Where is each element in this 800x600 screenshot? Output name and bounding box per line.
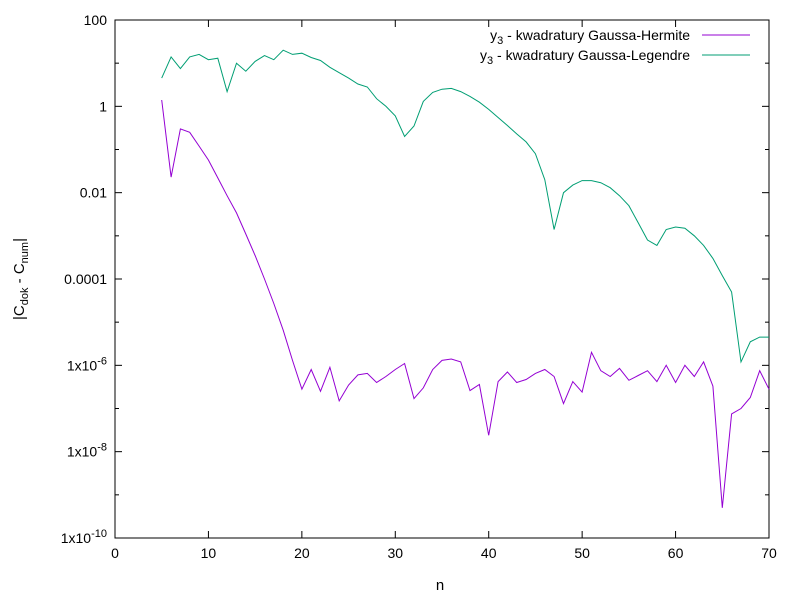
series-layer bbox=[161, 49, 770, 508]
y-tick-label: 0.0001 bbox=[64, 271, 107, 287]
legend-label-1: y3 - kwadratury Gaussa-Hermite bbox=[490, 27, 690, 47]
x-tick-label: 30 bbox=[387, 545, 403, 561]
x-tick-label: 40 bbox=[481, 545, 497, 561]
plot-frame bbox=[114, 19, 770, 539]
x-axis: 0 10 20 30 40 50 60 70 bbox=[111, 20, 777, 561]
x-tick-label: 60 bbox=[668, 545, 684, 561]
x-tick-label: 70 bbox=[761, 545, 777, 561]
y-tick-label: 1x10-6 bbox=[67, 355, 107, 373]
y-tick-label: 100 bbox=[84, 12, 108, 28]
y-axis: 100 1 0.01 0.0001 1x10-6 1x10-8 1x10-10 bbox=[61, 12, 769, 546]
series-line-2 bbox=[161, 49, 769, 364]
y-tick-label: 0.01 bbox=[80, 185, 107, 201]
y-tick-label: 1x10-8 bbox=[67, 442, 107, 460]
svg-text:|Cdok - Cnum|: |Cdok - Cnum| bbox=[11, 238, 31, 320]
x-tick-label: 0 bbox=[111, 545, 119, 561]
x-axis-label: n bbox=[436, 577, 444, 594]
x-tick-label: 10 bbox=[201, 545, 217, 561]
legend-label-2: y3 - kwadratury Gaussa-Legendre bbox=[480, 47, 690, 67]
x-tick-label: 50 bbox=[574, 545, 590, 561]
series-line-1 bbox=[161, 99, 770, 508]
y-tick-label: 1x10-10 bbox=[61, 528, 107, 546]
y-tick-label: 1 bbox=[99, 98, 107, 114]
y-axis-label: |Cdok - Cnum| bbox=[11, 238, 31, 320]
x-tick-label: 20 bbox=[294, 545, 310, 561]
